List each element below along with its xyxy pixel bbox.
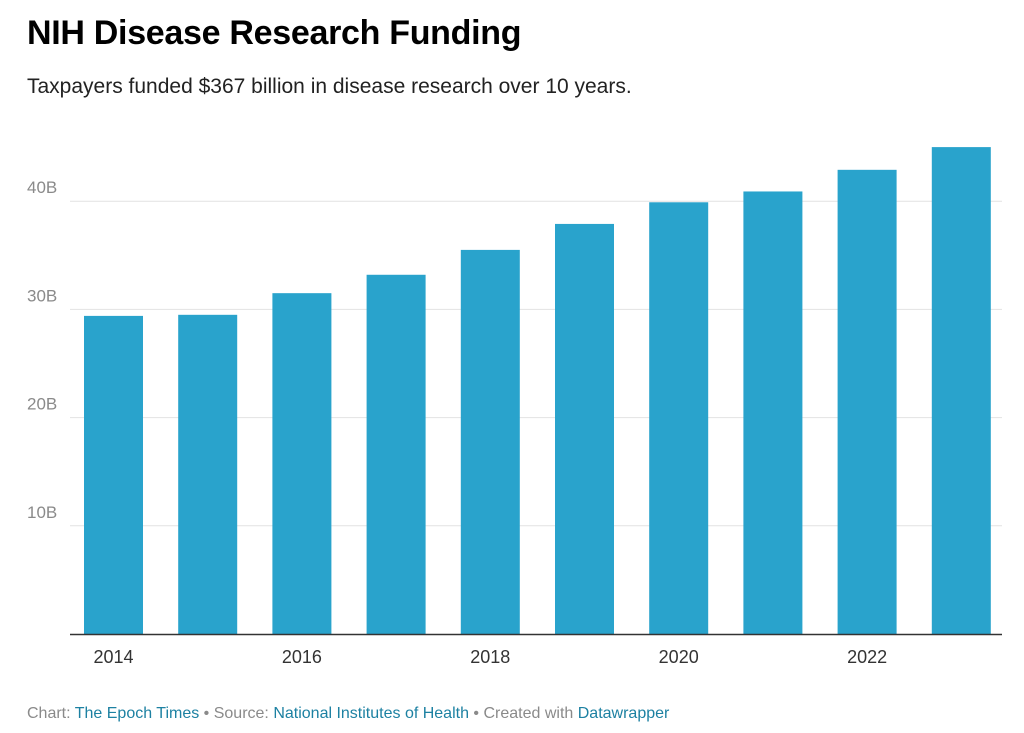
- bar-2023: [931, 147, 991, 634]
- bar-2016: [272, 293, 332, 634]
- bar-chart: 10B 20B 30B 40B 2014 2016 2018 2020 2022: [27, 147, 1002, 667]
- footer-chart-credit-link[interactable]: The Epoch Times: [74, 705, 200, 722]
- bar-2019: [555, 223, 614, 634]
- axes: 2014 2016 2018 2020 2022: [70, 633, 1002, 667]
- y-tick-label: 30B: [27, 286, 57, 305]
- x-tick-label: 2020: [659, 647, 699, 667]
- bar-2017: [366, 274, 426, 634]
- footer-tool-link[interactable]: Datawrapper: [577, 705, 670, 722]
- bar-2021: [743, 191, 803, 634]
- chart-footer: Chart: The Epoch Times • Source: Nationa…: [27, 705, 669, 723]
- x-tick-label: 2016: [282, 647, 322, 667]
- bar-2015: [178, 314, 238, 634]
- footer-created-prefix: • Created with: [468, 705, 578, 722]
- bar-2018: [460, 249, 520, 634]
- chart-subtitle: Taxpayers funded $367 billion in disease…: [27, 75, 632, 98]
- bar-2020: [649, 202, 709, 635]
- x-tick-label: 2014: [93, 647, 133, 667]
- chart-title: NIH Disease Research Funding: [27, 14, 522, 52]
- footer-source-link[interactable]: National Institutes of Health: [273, 705, 469, 722]
- y-tick-label: 10B: [27, 503, 57, 522]
- footer-source-prefix: • Source:: [199, 705, 274, 722]
- y-tick-label: 20B: [27, 395, 57, 414]
- bars: [84, 147, 991, 635]
- bar-2022: [837, 169, 897, 634]
- bar-2014: [84, 315, 143, 634]
- x-tick-label: 2022: [847, 647, 887, 667]
- y-tick-label: 40B: [27, 178, 57, 197]
- x-tick-label: 2018: [470, 647, 510, 667]
- footer-chart-prefix: Chart:: [27, 705, 75, 722]
